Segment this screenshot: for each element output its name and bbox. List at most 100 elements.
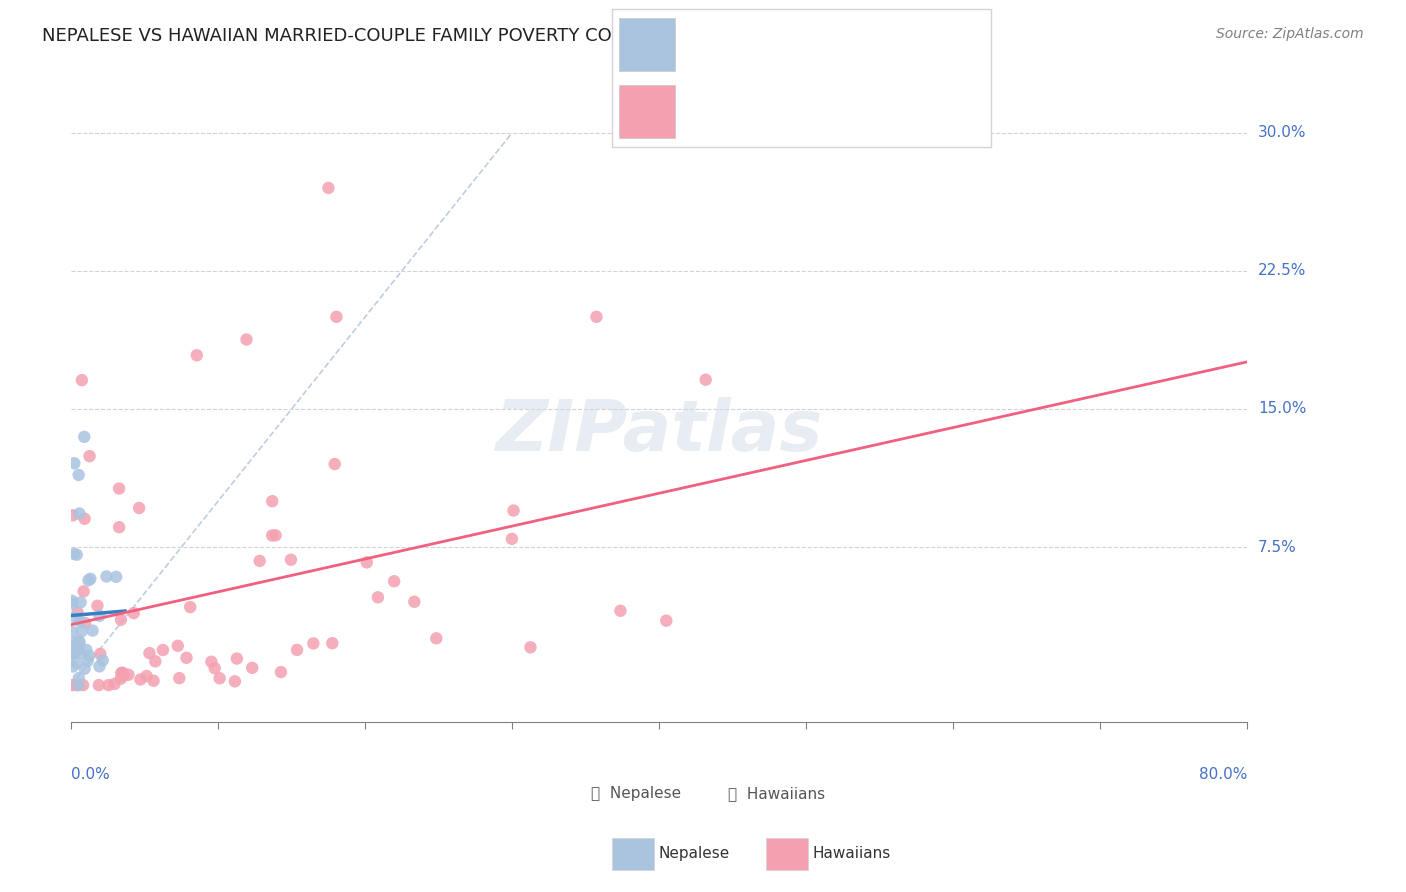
Point: [280, 552, 302, 566]
Point: [695, 373, 717, 387]
Point: [501, 532, 523, 546]
Text: Hawaiians: Hawaiians: [813, 847, 891, 861]
Point: [655, 614, 678, 628]
Point: [110, 672, 132, 686]
Point: [404, 595, 426, 609]
Point: [67, 671, 90, 685]
Text: ⬜  Nepalese: ⬜ Nepalese: [591, 787, 681, 801]
Point: [70, 373, 93, 387]
Point: [179, 600, 201, 615]
Text: 0.0%: 0.0%: [72, 767, 110, 782]
Point: [62, 659, 84, 673]
Point: [77, 648, 100, 663]
Point: [110, 613, 132, 627]
Point: [63, 646, 86, 660]
Point: [285, 643, 308, 657]
Text: R =  0.198   N = 68: R = 0.198 N = 68: [682, 105, 858, 123]
Point: [356, 555, 378, 569]
Point: [70, 624, 93, 638]
Point: [65, 635, 87, 649]
Point: [318, 181, 340, 195]
Point: [67, 636, 90, 650]
Point: [143, 654, 166, 668]
Point: [82, 624, 104, 638]
Text: NEPALESE VS HAWAIIAN MARRIED-COUPLE FAMILY POVERTY CORRELATION CHART: NEPALESE VS HAWAIIAN MARRIED-COUPLE FAMI…: [42, 27, 780, 45]
Point: [111, 665, 134, 680]
Point: [270, 665, 292, 679]
Text: 22.5%: 22.5%: [1258, 263, 1306, 278]
Point: [321, 636, 343, 650]
Point: [67, 507, 90, 521]
Point: [204, 661, 226, 675]
Point: [75, 643, 97, 657]
Point: [152, 643, 174, 657]
Point: [72, 584, 94, 599]
Point: [60, 647, 83, 661]
Point: [367, 591, 389, 605]
Point: [67, 678, 90, 692]
Point: [169, 671, 191, 685]
Point: [60, 594, 83, 608]
Point: [382, 574, 405, 589]
Point: [103, 677, 125, 691]
Point: [200, 655, 222, 669]
Point: [249, 554, 271, 568]
Point: [86, 599, 108, 613]
Text: ZIPatlas: ZIPatlas: [495, 398, 823, 467]
Point: [73, 512, 96, 526]
Point: [108, 482, 131, 496]
Point: [62, 508, 84, 523]
Point: [224, 674, 246, 689]
Point: [77, 574, 100, 588]
Point: [60, 624, 83, 639]
Point: [89, 659, 111, 673]
Point: [76, 654, 98, 668]
Text: 15.0%: 15.0%: [1258, 401, 1306, 417]
Point: [89, 647, 111, 661]
Point: [264, 528, 287, 542]
Point: [97, 678, 120, 692]
Point: [87, 678, 110, 692]
Point: [225, 651, 247, 665]
Point: [69, 646, 91, 660]
Point: [122, 606, 145, 620]
Point: [79, 449, 101, 463]
Point: [60, 597, 83, 611]
Point: [166, 639, 188, 653]
Point: [66, 548, 89, 562]
Point: [108, 520, 131, 534]
Point: [67, 634, 90, 648]
Point: [63, 547, 86, 561]
Point: [65, 657, 87, 671]
Point: [110, 665, 132, 680]
Point: [240, 661, 263, 675]
Point: [105, 570, 128, 584]
Point: [66, 606, 89, 620]
Point: [63, 456, 86, 470]
Point: [67, 467, 90, 482]
Text: 7.5%: 7.5%: [1258, 540, 1296, 555]
Point: [129, 673, 152, 687]
Point: [66, 678, 89, 692]
Text: Nepalese: Nepalese: [658, 847, 730, 861]
Point: [262, 494, 284, 508]
Text: R =  0.151   N = 38: R = 0.151 N = 38: [682, 31, 858, 49]
Point: [142, 673, 165, 688]
Point: [62, 678, 84, 692]
Point: [91, 653, 114, 667]
Point: [96, 569, 118, 583]
Text: ⬜  Hawaiians: ⬜ Hawaiians: [728, 787, 825, 801]
Point: [176, 650, 198, 665]
Point: [117, 667, 139, 681]
Point: [186, 348, 208, 362]
Point: [69, 595, 91, 609]
Point: [73, 662, 96, 676]
Point: [325, 310, 347, 324]
Point: [65, 610, 87, 624]
Point: [262, 528, 284, 542]
Point: [302, 636, 325, 650]
Point: [585, 310, 607, 324]
Point: [63, 646, 86, 660]
Text: 80.0%: 80.0%: [1199, 767, 1247, 782]
Point: [112, 668, 135, 682]
